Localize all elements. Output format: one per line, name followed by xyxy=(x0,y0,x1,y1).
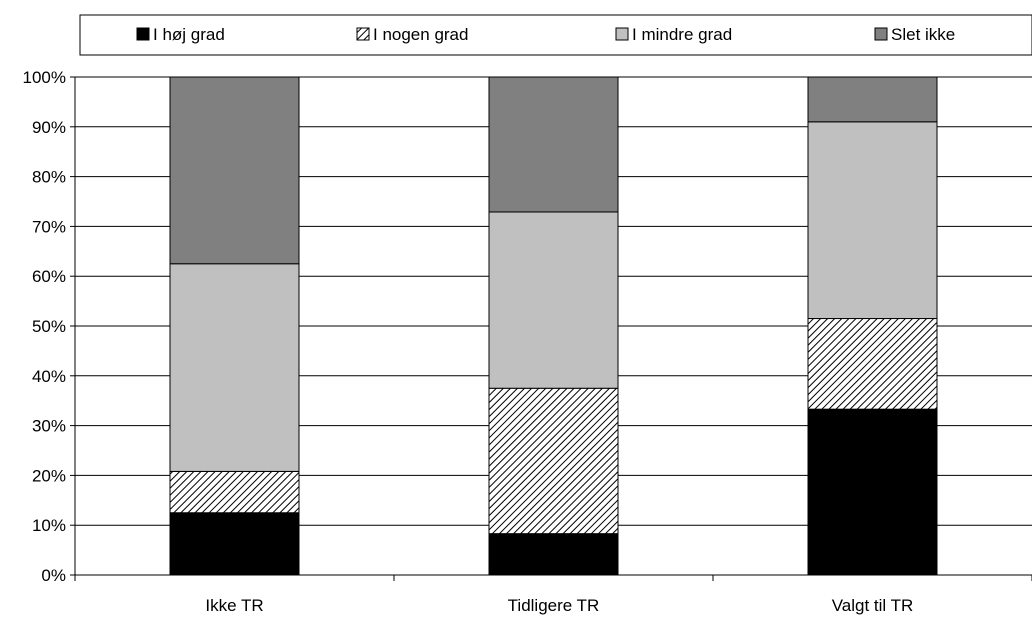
legend-box xyxy=(79,14,1032,56)
legend-swatch-i-nogen-grad xyxy=(356,27,370,41)
bar-segment-slet-ikke xyxy=(807,76,938,123)
bars xyxy=(169,76,938,576)
legend-label-i-h-j-grad: I høj grad xyxy=(153,25,225,44)
legend-swatch-i-h-j-grad xyxy=(136,27,150,41)
y-tick-label: 30% xyxy=(32,417,66,436)
bar-segment-i-nogen-grad xyxy=(807,318,938,410)
x-axis: Ikke TR Tidligere TR Valgt til TR xyxy=(74,574,1032,615)
y-tick-label: 40% xyxy=(32,367,66,386)
bar-segment-i-mindre-grad xyxy=(807,121,938,320)
x-tick-label: Valgt til TR xyxy=(832,596,914,615)
y-tick-label: 10% xyxy=(32,516,66,535)
y-tick-label: 0% xyxy=(41,566,66,585)
y-tick-label: 50% xyxy=(32,317,66,336)
x-tick-label: Ikke TR xyxy=(205,596,263,615)
y-tick-label: 80% xyxy=(32,168,66,187)
legend-swatch-i-mindre-grad xyxy=(615,27,629,41)
bar-segment-i-h-j-grad xyxy=(169,512,300,576)
y-tick-label: 100% xyxy=(23,68,66,87)
bar-segment-slet-ikke xyxy=(169,76,300,265)
y-tick-label: 60% xyxy=(32,267,66,286)
x-tick-label: Tidligere TR xyxy=(508,596,600,615)
legend: I høj grad I nogen grad I mindre grad Slet … xyxy=(79,14,1032,56)
bar-segment-slet-ikke xyxy=(488,76,619,213)
bar-segment-i-nogen-grad xyxy=(488,387,619,535)
legend-label-i-mindre-grad: I mindre grad xyxy=(632,25,732,44)
y-axis: 0% 10% 20% 30% 40% 50% 60% 70% 80% 90% 100% xyxy=(23,68,76,585)
bar-segment-i-mindre-grad xyxy=(169,263,300,472)
legend-label-slet-ikke: Slet ikke xyxy=(891,25,955,44)
legend-swatch-slet-ikke xyxy=(874,27,888,41)
bar-segment-i-mindre-grad xyxy=(488,211,619,389)
y-tick-label: 70% xyxy=(32,217,66,236)
bar-segment-i-h-j-grad xyxy=(807,408,938,576)
y-tick-label: 90% xyxy=(32,118,66,137)
y-tick-label: 20% xyxy=(32,466,66,485)
legend-label-i-nogen-grad: I nogen grad xyxy=(373,25,468,44)
bar-segment-i-nogen-grad xyxy=(169,470,300,514)
bar-segment-i-h-j-grad xyxy=(488,533,619,576)
